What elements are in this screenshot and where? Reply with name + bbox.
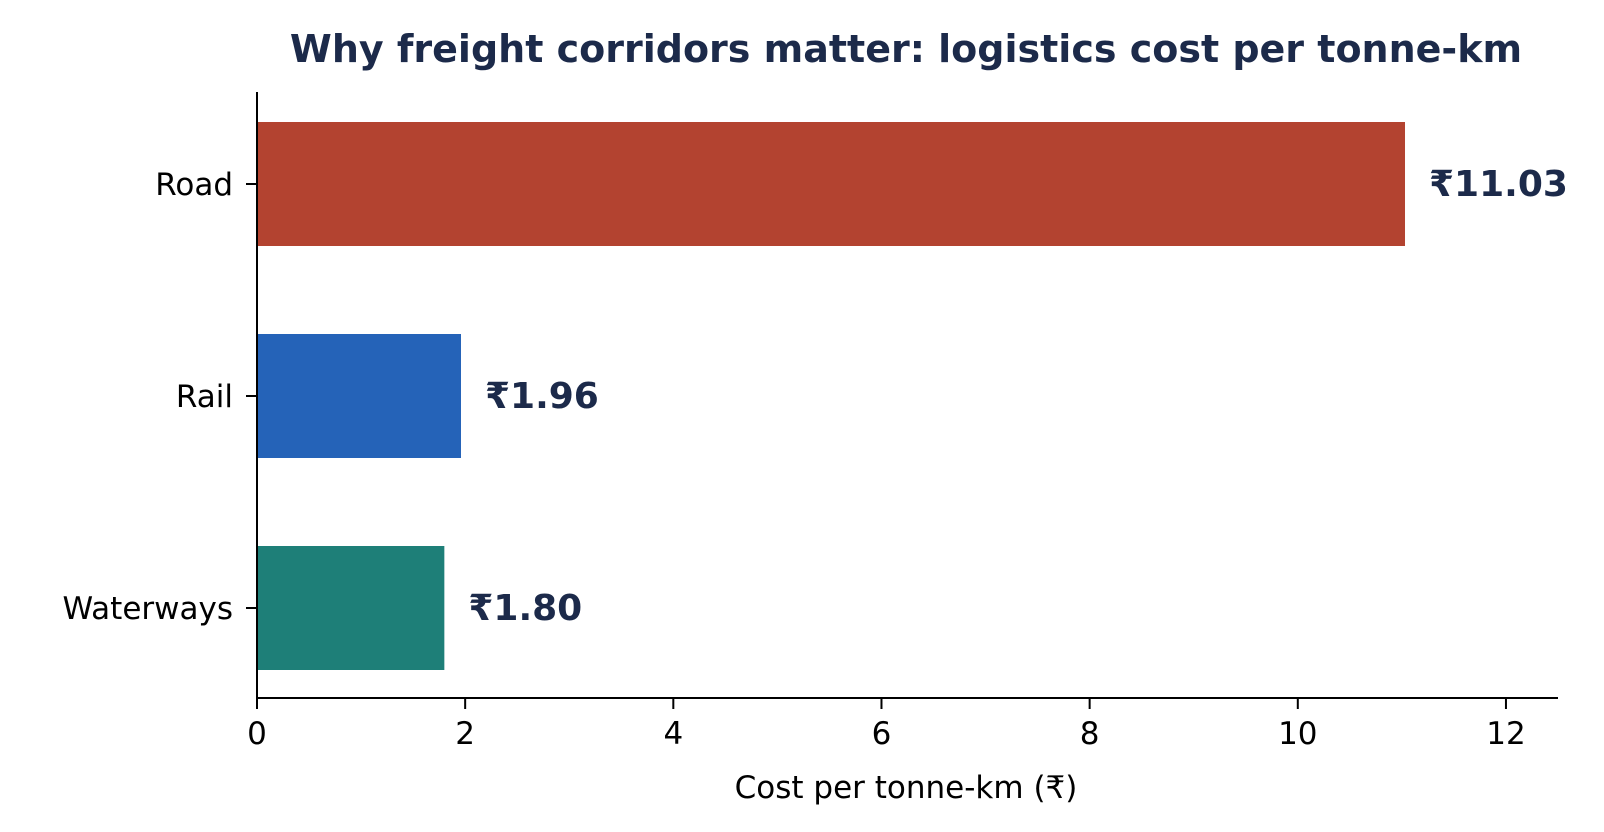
x-axis-label: Cost per tonne-km (₹) [735,770,1078,806]
x-tick-label-12: 12 [1486,716,1525,752]
bar-waterways [257,546,445,670]
bar-road [257,122,1406,246]
value-label-waterways: ₹1.80 [468,588,582,629]
y-tick-label-rail: Rail [176,379,233,415]
x-axis: 0 2 4 6 8 10 12 [247,697,1558,752]
bar-rail [257,334,461,458]
y-axis: Road Rail Waterways [63,92,258,698]
x-tick-label-6: 6 [872,716,892,752]
y-tick-label-road: Road [155,167,233,203]
x-tick-label-0: 0 [247,716,267,752]
x-tick-label-4: 4 [663,716,683,752]
x-tick-label-10: 10 [1278,716,1317,752]
y-tick-label-waterways: Waterways [63,591,234,627]
value-label-road: ₹11.03 [1429,164,1568,205]
chart-title: Why freight corridors matter: logistics … [290,27,1522,71]
bars-layer [257,122,1406,670]
x-tick-label-8: 8 [1080,716,1100,752]
x-tick-label-2: 2 [455,716,475,752]
value-label-rail: ₹1.96 [485,376,599,417]
value-labels-layer: ₹11.03 ₹1.96 ₹1.80 [468,164,1568,629]
